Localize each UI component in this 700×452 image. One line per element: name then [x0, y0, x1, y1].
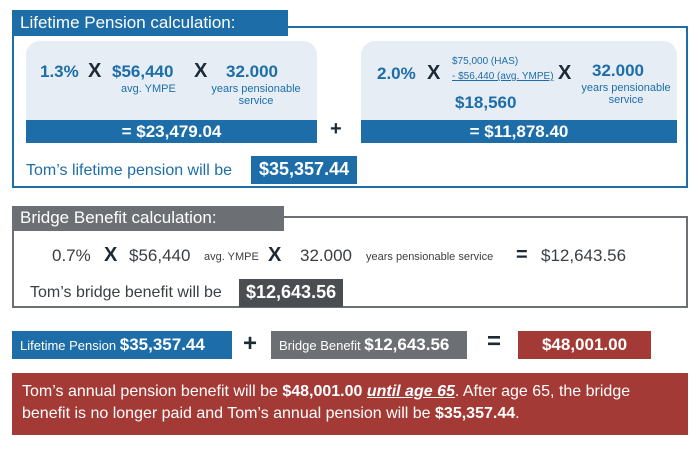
left-rate: 1.3%: [40, 62, 79, 81]
left-times-2: X: [194, 60, 208, 82]
lifetime-summary-value: $35,357.44: [251, 156, 358, 184]
right-times-1: X: [427, 62, 441, 84]
summary-lp-label: Lifetime Pension: [20, 338, 117, 353]
note-emphasis: until age 65: [366, 383, 455, 400]
summary-lp-value: $35,357.44: [119, 335, 205, 354]
summary-bridge-benefit: Bridge Benefit $12,643.56: [271, 331, 467, 359]
left-result: = $23,479.04: [26, 120, 317, 143]
left-ympe-label: avg. YMPE: [121, 83, 176, 95]
right-service-label: years pensionable service: [581, 82, 671, 106]
lifetime-pension-panel: [12, 26, 688, 188]
left-service-label: years pensionable service: [211, 83, 301, 107]
right-ympe-line: - $56,440 (avg. YMPE): [452, 71, 554, 82]
bridge-service-label: years pensionable service: [366, 251, 494, 263]
bridge-summary-value: $12,643.56: [239, 279, 344, 307]
left-service: 32.000: [226, 62, 278, 81]
summary-plus: +: [243, 330, 258, 357]
bridge-result: $12,643.56: [541, 246, 627, 265]
right-rate: 2.0%: [377, 64, 416, 83]
summary-total: $48,001.00: [518, 331, 651, 359]
bridge-benefit-title: Bridge Benefit calculation:: [12, 206, 284, 231]
summary-bb-value: $12,643.56: [364, 335, 450, 354]
summary-bb-label: Bridge Benefit: [279, 338, 361, 353]
lifetime-pension-title: Lifetime Pension calculation:: [12, 10, 288, 36]
lifetime-calc-box-left: [26, 41, 317, 121]
right-has-line: $75,000 (HAS): [452, 56, 519, 67]
summary-lifetime-pension: Lifetime Pension $35,357.44: [12, 331, 232, 359]
bridge-summary-text: Tom’s bridge benefit will be: [30, 284, 222, 301]
plus-sign: +: [330, 118, 342, 140]
pension-note: Tom’s annual pension benefit will be $48…: [12, 373, 688, 435]
bridge-benefit-panel: [12, 216, 688, 308]
left-times-1: X: [88, 60, 102, 82]
summary-equals: =: [487, 328, 502, 355]
bridge-ympe-label: avg. YMPE: [204, 251, 259, 263]
bridge-times-2: X: [268, 244, 282, 266]
bridge-rate: 0.7%: [52, 246, 91, 265]
bridge-equals: =: [516, 244, 528, 266]
bridge-service: 32.000: [300, 246, 352, 265]
lifetime-summary-text: Tom’s lifetime pension will be: [26, 162, 233, 179]
bridge-times-1: X: [104, 244, 118, 266]
right-service: 32.000: [592, 61, 644, 80]
right-diff: $18,560: [455, 93, 517, 112]
bridge-ympe: $56,440: [129, 246, 191, 265]
right-times-2: X: [558, 62, 572, 84]
lifetime-calc-box-right: [361, 41, 677, 121]
left-ympe: $56,440: [112, 62, 174, 81]
right-result: = $11,878.40: [361, 120, 677, 143]
